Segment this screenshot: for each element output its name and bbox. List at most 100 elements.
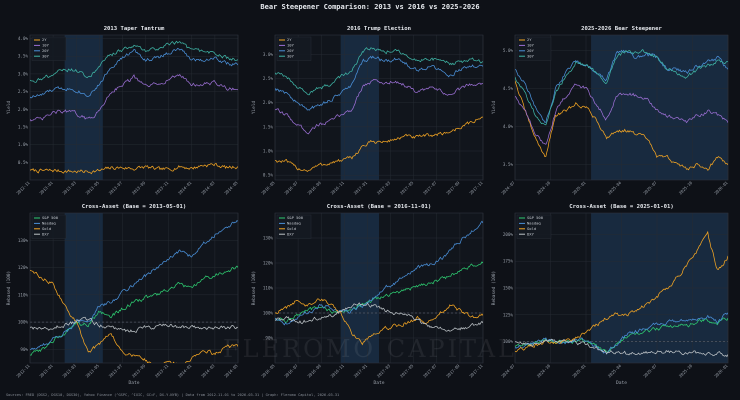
plot-frame	[29, 34, 239, 181]
legend-label: S&P 500	[287, 215, 304, 220]
legend-label: S&P 500	[527, 215, 544, 220]
y-tick-label: 4.0%	[18, 36, 29, 41]
event-shading	[340, 35, 379, 180]
x-tick-label: 2017-07	[422, 180, 438, 196]
x-tick-label: 2024-10	[536, 363, 552, 379]
x-tick-label: 2014-03	[200, 363, 216, 379]
x-axis-label: Date	[128, 380, 139, 386]
x-tick-label: 2016-11	[330, 363, 346, 379]
legend-label: Gold	[527, 226, 536, 231]
x-axis-label: Date	[373, 380, 384, 386]
series-line-gold	[515, 230, 728, 353]
series-line-2y	[275, 116, 483, 173]
y-tick-label: 1.0%	[18, 142, 29, 147]
y-tick-label: 0.5%	[263, 173, 274, 178]
chart-title: Cross-Asset (Base = 2025-01-01)	[569, 204, 673, 210]
x-tick-label: 2013-05	[85, 363, 101, 379]
x-tick-label: 2016-05	[260, 363, 276, 379]
x-tick-label: 2013-05	[85, 180, 101, 196]
y-tick-label: 2.0%	[263, 100, 274, 105]
legend-box	[516, 36, 552, 61]
x-tick-label: 2017-05	[399, 363, 415, 379]
x-tick-label: 2026-01	[713, 363, 729, 379]
chart-title: Cross-Asset (Base = 2016-11-01)	[327, 204, 431, 210]
chart-panel-4: 90% 100% 110% 120% 130% 2012-11 2013-01 2013-03…	[6, 204, 239, 386]
legend-box	[31, 214, 67, 239]
x-tick-label: 2026-01	[713, 180, 729, 196]
chart-title: Cross-Asset (Base = 2013-05-01)	[82, 204, 186, 210]
x-tick-label: 2013-01	[38, 180, 54, 196]
series-line-30y	[275, 47, 483, 96]
y-axis-label: Yield	[491, 101, 497, 115]
series-line-2y	[30, 162, 238, 175]
x-tick-label: 2016-09	[306, 180, 322, 196]
x-tick-label: 2013-07	[108, 180, 124, 196]
x-tick-label: 2013-11	[154, 180, 170, 196]
chart-panel-2: 0.5% 1.0% 1.5% 2.0% 2.5% 3.0% 2016-05 2016-07 20…	[251, 26, 484, 196]
x-tick-label: 2013-03	[61, 363, 77, 379]
x-tick-label: 2017-11	[468, 180, 484, 196]
legend-label: 2Y	[287, 37, 292, 42]
y-tick-label: 3.0%	[18, 71, 29, 76]
x-tick-label: 2017-03	[376, 180, 392, 196]
y-tick-label: 90%	[265, 336, 273, 341]
x-tick-label: 2025-01	[571, 180, 587, 196]
y-tick-label: 2.0%	[18, 107, 29, 112]
series-line-10y	[515, 83, 728, 145]
x-axis-label: Date	[616, 380, 627, 386]
x-tick-label: 2024-07	[500, 363, 516, 379]
y-tick-label: 130%	[18, 238, 29, 243]
x-tick-label: 2025-04	[607, 363, 623, 379]
x-tick-label: 2013-07	[108, 363, 124, 379]
x-tick-label: 2013-09	[131, 363, 147, 379]
series-line-20y	[275, 55, 483, 111]
y-tick-label: 120%	[18, 265, 29, 270]
series-line-gold	[30, 269, 238, 363]
series-line-nasdaq	[275, 220, 483, 326]
x-tick-label: 2024-07	[500, 180, 516, 196]
x-tick-label: 2014-05	[223, 180, 239, 196]
x-tick-label: 2025-04	[607, 180, 623, 196]
series-line-s-p-500	[275, 261, 483, 323]
y-tick-label: 200%	[503, 232, 514, 237]
y-tick-label: 100%	[503, 339, 514, 344]
plot-frame	[29, 212, 239, 364]
x-tick-label: 2025-10	[678, 180, 694, 196]
plot-frame	[514, 34, 729, 181]
legend-label: Nasdaq	[527, 221, 541, 226]
legend-label: Gold	[287, 226, 296, 231]
legend-label: 2Y	[42, 37, 47, 42]
plot-frame	[274, 212, 484, 364]
y-tick-label: 3.0%	[263, 52, 274, 57]
x-tick-label: 2014-03	[200, 180, 216, 196]
chart-panel-5: 90% 100% 110% 120% 130% 2016-05 2016-07 2016-09…	[251, 204, 484, 386]
x-tick-label: 2012-11	[15, 180, 31, 196]
y-tick-label: 1.0%	[263, 149, 274, 154]
series-line-nasdaq	[30, 220, 238, 350]
y-axis-label: Rebased (100)	[6, 271, 12, 305]
x-tick-label: 2012-11	[15, 363, 31, 379]
y-tick-label: 2.5%	[18, 89, 29, 94]
legend-box	[276, 214, 312, 239]
y-axis-label: Rebased (100)	[251, 271, 257, 305]
series-line-gold	[275, 298, 483, 346]
x-tick-label: 2014-01	[177, 180, 193, 196]
x-tick-label: 2017-05	[399, 180, 415, 196]
x-tick-label: 2024-10	[536, 180, 552, 196]
x-tick-label: 2016-09	[306, 363, 322, 379]
y-tick-label: 110%	[263, 286, 274, 291]
x-tick-label: 2017-09	[445, 180, 461, 196]
x-tick-label: 2025-07	[642, 363, 658, 379]
x-tick-label: 2017-11	[468, 363, 484, 379]
legend-box	[276, 36, 312, 61]
x-tick-label: 2017-09	[445, 363, 461, 379]
legend-label: 10Y	[287, 43, 295, 48]
plot-frame	[514, 212, 729, 364]
chart-panel-6: 100% 125% 150% 175% 200% 2024-07 2024-10 2025-0…	[491, 204, 729, 386]
legend-label: 30Y	[287, 53, 295, 58]
y-tick-label: 125%	[503, 312, 514, 317]
legend-box	[516, 214, 552, 239]
